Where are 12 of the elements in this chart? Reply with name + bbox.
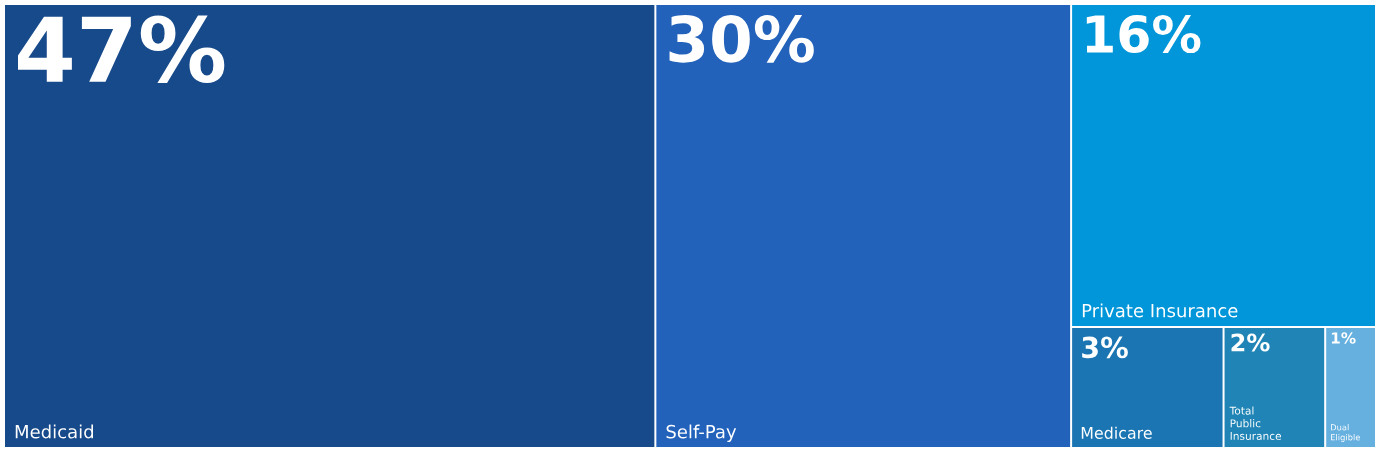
category-label: Dual Eligible	[1331, 423, 1360, 442]
data-label: 47%	[18, 15, 225, 83]
category-label: Private Insurance	[1082, 303, 1238, 318]
data-label: 3%	[1082, 336, 1128, 359]
category-label: Total Public Insurance	[1229, 406, 1282, 440]
data-label: 2%	[1231, 333, 1270, 352]
category-label: Medicaid	[15, 424, 93, 439]
data-label: 16%	[1086, 14, 1201, 54]
data-label: 30%	[669, 15, 814, 63]
data-label: 1%	[1331, 332, 1356, 344]
category-label: Self-Pay	[666, 424, 737, 442]
category-label: Medicare	[1081, 426, 1152, 439]
